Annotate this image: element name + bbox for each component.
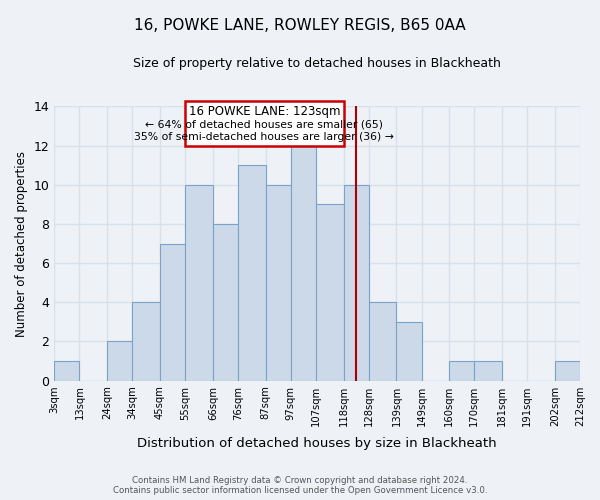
Bar	[54, 361, 79, 380]
FancyBboxPatch shape	[185, 100, 344, 146]
Bar	[555, 361, 580, 380]
Bar	[238, 165, 266, 380]
Bar	[185, 185, 213, 380]
Text: ← 64% of detached houses are smaller (65): ← 64% of detached houses are smaller (65…	[145, 119, 383, 129]
Bar	[344, 185, 369, 380]
Bar	[291, 146, 316, 380]
Bar	[132, 302, 160, 380]
Bar	[107, 342, 132, 380]
Bar	[316, 204, 344, 380]
Text: 35% of semi-detached houses are larger (36) →: 35% of semi-detached houses are larger (…	[134, 132, 394, 142]
Bar	[266, 185, 291, 380]
Bar	[160, 244, 185, 380]
Text: 16, POWKE LANE, ROWLEY REGIS, B65 0AA: 16, POWKE LANE, ROWLEY REGIS, B65 0AA	[134, 18, 466, 32]
Y-axis label: Number of detached properties: Number of detached properties	[15, 150, 28, 336]
Bar	[397, 322, 422, 380]
Bar	[213, 224, 238, 380]
Bar	[449, 361, 475, 380]
Text: Contains HM Land Registry data © Crown copyright and database right 2024.
Contai: Contains HM Land Registry data © Crown c…	[113, 476, 487, 495]
Title: Size of property relative to detached houses in Blackheath: Size of property relative to detached ho…	[133, 58, 501, 70]
Text: 16 POWKE LANE: 123sqm: 16 POWKE LANE: 123sqm	[188, 106, 340, 118]
X-axis label: Distribution of detached houses by size in Blackheath: Distribution of detached houses by size …	[137, 437, 497, 450]
Bar	[475, 361, 502, 380]
Bar	[369, 302, 397, 380]
